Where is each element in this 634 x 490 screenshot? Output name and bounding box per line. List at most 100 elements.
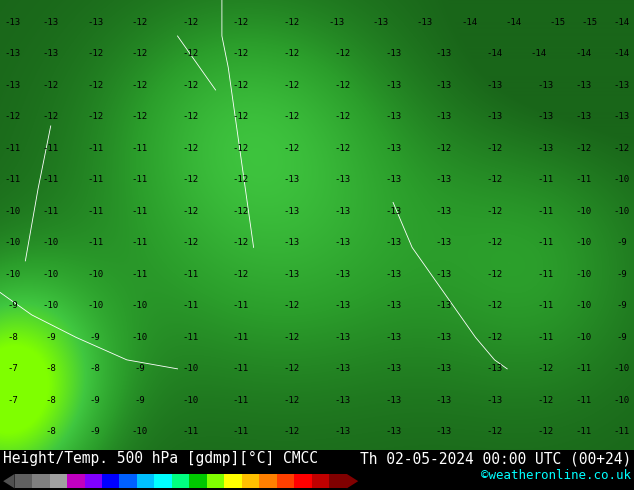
Text: -13: -13 [372,18,389,27]
Text: -9: -9 [134,365,145,373]
Text: -13: -13 [436,333,452,342]
Text: -7: -7 [8,365,18,373]
Text: -11: -11 [575,427,592,436]
Text: -9: -9 [90,427,100,436]
Text: -13: -13 [417,18,433,27]
Text: -12: -12 [87,112,103,122]
Text: -10: -10 [613,365,630,373]
Text: -13: -13 [537,81,553,90]
Text: -11: -11 [537,175,553,184]
Text: -11: -11 [42,207,59,216]
Text: -12: -12 [575,144,592,153]
Bar [207,474,224,489]
Text: -11: -11 [182,301,198,310]
Text: -13: -13 [334,239,351,247]
Text: -8: -8 [46,396,56,405]
Bar [155,474,172,489]
Text: -13: -13 [436,112,452,122]
Text: -13: -13 [87,18,103,27]
Text: -12: -12 [283,333,300,342]
Text: -13: -13 [385,427,401,436]
Text: -11: -11 [537,301,553,310]
Text: -10: -10 [4,207,21,216]
Text: -12: -12 [233,49,249,58]
Text: -10: -10 [575,301,592,310]
Text: -13: -13 [385,239,401,247]
Text: -13: -13 [334,427,351,436]
Text: Th 02-05-2024 00:00 UTC (00+24): Th 02-05-2024 00:00 UTC (00+24) [359,451,631,466]
Text: -13: -13 [4,81,21,90]
Text: -13: -13 [385,144,401,153]
Text: ©weatheronline.co.uk: ©weatheronline.co.uk [481,469,631,482]
Text: -9: -9 [90,333,100,342]
Text: -13: -13 [486,81,503,90]
Text: -13: -13 [334,175,351,184]
Text: -10: -10 [575,270,592,279]
Text: -12: -12 [233,144,249,153]
Text: -11: -11 [131,239,148,247]
Text: -13: -13 [537,144,553,153]
Text: -13: -13 [436,49,452,58]
Text: -11: -11 [233,333,249,342]
Text: -12: -12 [283,49,300,58]
Bar [67,474,84,489]
Text: -11: -11 [87,144,103,153]
Text: -11: -11 [182,270,198,279]
Text: -13: -13 [385,301,401,310]
Text: -13: -13 [283,207,300,216]
Text: -13: -13 [613,112,630,122]
Text: -12: -12 [42,112,59,122]
Text: -13: -13 [436,396,452,405]
Text: -7: -7 [8,396,18,405]
Text: -13: -13 [283,175,300,184]
Text: -8: -8 [8,333,18,342]
Text: -13: -13 [283,239,300,247]
Text: -11: -11 [182,333,198,342]
Text: -11: -11 [575,396,592,405]
Text: -11: -11 [42,144,59,153]
Text: -10: -10 [182,365,198,373]
Text: Height/Temp. 500 hPa [gdmp][°C] CMCC: Height/Temp. 500 hPa [gdmp][°C] CMCC [3,451,318,466]
Text: -11: -11 [575,175,592,184]
Text: -12: -12 [537,396,553,405]
Text: -14: -14 [613,18,630,27]
Text: -11: -11 [537,207,553,216]
Text: -13: -13 [334,301,351,310]
Bar [242,474,259,489]
Text: -9: -9 [616,270,626,279]
Text: -13: -13 [334,333,351,342]
Text: -12: -12 [486,144,503,153]
Text: -12: -12 [283,18,300,27]
Bar [102,474,119,489]
Text: -12: -12 [131,81,148,90]
Text: -14: -14 [461,18,477,27]
Text: -12: -12 [283,365,300,373]
Text: -14: -14 [531,49,547,58]
Text: -10: -10 [131,301,148,310]
Text: -12: -12 [233,239,249,247]
Text: -10: -10 [131,427,148,436]
Text: -13: -13 [537,112,553,122]
Text: -10: -10 [613,396,630,405]
Text: -12: -12 [334,81,351,90]
Text: -12: -12 [233,175,249,184]
Text: -12: -12 [486,301,503,310]
Text: -12: -12 [182,239,198,247]
Text: -13: -13 [4,18,21,27]
Text: -14: -14 [486,49,503,58]
Text: -13: -13 [436,239,452,247]
Text: -13: -13 [334,207,351,216]
Bar [49,474,67,489]
Text: -13: -13 [613,81,630,90]
Text: -12: -12 [182,81,198,90]
Text: -15: -15 [581,18,598,27]
Text: -8: -8 [46,365,56,373]
Text: -12: -12 [131,112,148,122]
Text: -13: -13 [575,81,592,90]
Text: -14: -14 [505,18,522,27]
Text: -12: -12 [613,144,630,153]
Text: -15: -15 [550,18,566,27]
Text: -10: -10 [42,239,59,247]
Text: -13: -13 [436,175,452,184]
Text: -12: -12 [182,175,198,184]
